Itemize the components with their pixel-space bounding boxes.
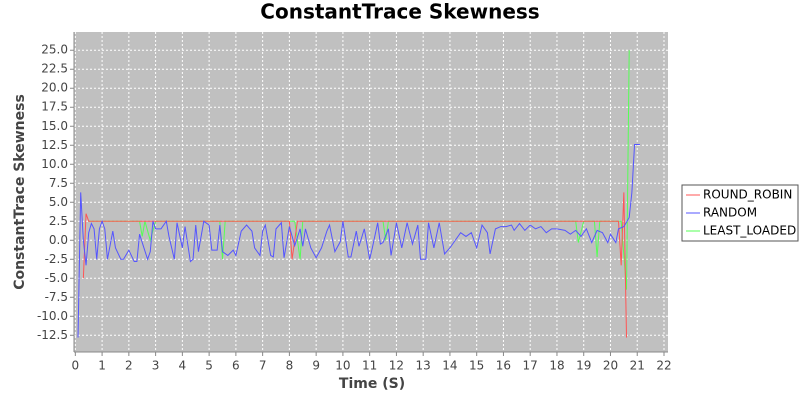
x-tick-label: 15 [469,359,484,373]
plot-area [74,32,668,352]
y-tick-label: 2.5 [49,214,68,228]
x-tick-label: 13 [416,359,431,373]
x-tick-label: 5 [205,359,213,373]
y-tick-label: -12.5 [37,328,68,342]
chart-title: ConstantTrace Skewness [260,0,539,24]
y-tick-label: 25.0 [41,43,68,57]
x-tick-label: 1 [98,359,106,373]
x-axis-label: Time (S) [339,376,405,392]
y-tick-label: 17.5 [41,100,68,114]
x-tick-label: 22 [656,359,671,373]
y-tick-label: 10.0 [41,157,68,171]
x-tick-label: 21 [630,359,645,373]
legend-label: ROUND_ROBIN [703,188,792,202]
x-tick-label: 18 [549,359,564,373]
x-tick-label: 12 [389,359,404,373]
x-tick-label: 2 [125,359,133,373]
legend-label: LEAST_LOADED [703,224,796,238]
x-tick-label: 4 [179,359,187,373]
y-tick-label: 5.0 [49,195,68,209]
y-tick-label: 7.5 [49,176,68,190]
y-tick-label: 12.5 [41,138,68,152]
x-tick-label: 14 [442,359,457,373]
y-tick-label: 22.5 [41,62,68,76]
legend [681,184,799,242]
x-tick-label: 17 [523,359,538,373]
x-tick-label: 9 [312,359,320,373]
y-tick-label: 20.0 [41,81,68,95]
x-tick-label: 10 [335,359,350,373]
y-tick-label: -5.0 [45,271,68,285]
x-tick-label: 0 [72,359,80,373]
y-tick-label: 15.0 [41,119,68,133]
y-axis-label: ConstantTrace Skewness [12,94,28,290]
x-tick-label: 6 [232,359,240,373]
y-tick-label: -10.0 [37,309,68,323]
y-tick-label: 0.0 [49,233,68,247]
series-line [77,143,640,338]
x-tick-label: 7 [259,359,267,373]
y-tick-label: -2.5 [45,252,68,266]
x-tick-label: 8 [286,359,294,373]
x-tick-label: 11 [362,359,377,373]
y-tick-label: -7.5 [45,290,68,304]
x-tick-label: 16 [496,359,511,373]
x-tick-label: 20 [603,359,618,373]
legend-label: RANDOM [703,206,757,220]
x-tick-label: 3 [152,359,160,373]
x-tick-label: 19 [576,359,591,373]
series-line [82,192,628,338]
